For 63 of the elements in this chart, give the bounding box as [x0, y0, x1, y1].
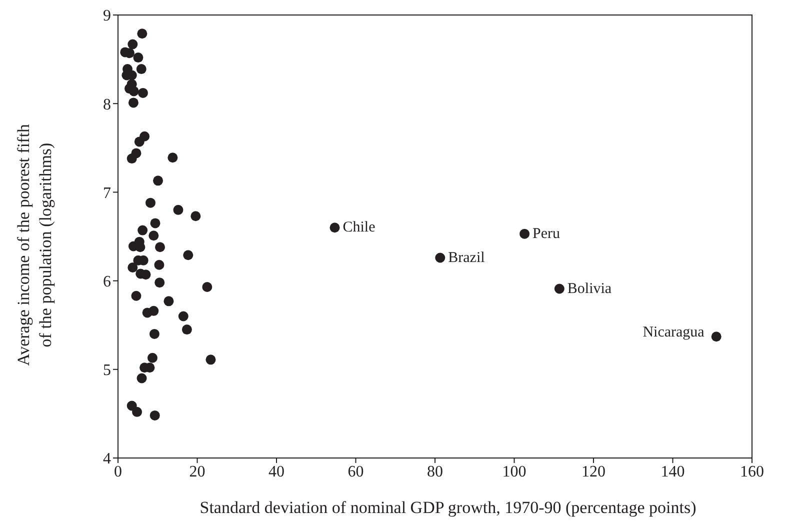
point — [154, 278, 165, 288]
point — [137, 28, 148, 39]
point — [178, 311, 188, 322]
point — [173, 204, 184, 215]
point — [138, 88, 148, 98]
point — [155, 242, 166, 252]
annotation: Peru — [532, 226, 561, 242]
point — [148, 230, 159, 241]
point — [202, 282, 212, 292]
point — [148, 306, 159, 316]
point — [150, 218, 160, 228]
point — [711, 332, 722, 342]
point — [135, 242, 146, 252]
point — [132, 406, 142, 417]
point — [150, 410, 160, 420]
y-tick-label: 8 — [103, 96, 111, 114]
y-axis-title: Average income of the poorest fifth of the population (logarithms) — [13, 124, 56, 366]
point — [131, 290, 142, 301]
x-tick-label: 120 — [582, 463, 606, 480]
x-tick-label: 0 — [114, 463, 122, 480]
annotation: Nicaragua — [642, 324, 705, 341]
point — [133, 52, 144, 63]
point — [554, 284, 564, 294]
annotation: Brazil — [448, 250, 485, 266]
point — [138, 225, 148, 236]
x-tick-label: 80 — [427, 463, 443, 480]
point — [128, 262, 138, 273]
x-tick-label: 140 — [660, 463, 685, 480]
point — [128, 86, 139, 96]
y-tick-label: 9 — [103, 8, 111, 25]
x-tick-label: 40 — [268, 463, 284, 480]
y-tick-label: 5 — [103, 362, 111, 380]
x-tick-label: 100 — [502, 463, 526, 480]
point — [128, 98, 138, 108]
point — [128, 39, 138, 50]
x-axis-title: Standard deviation of nominal GDP growth, 1970-90 (percentage points) — [198, 498, 698, 518]
point — [168, 152, 178, 163]
x-tick-label: 160 — [740, 463, 764, 480]
point — [145, 198, 156, 208]
point — [182, 324, 192, 335]
point — [435, 252, 446, 263]
point — [153, 176, 164, 186]
annotation: Bolivia — [567, 280, 612, 297]
y-tick-label: 4 — [103, 450, 111, 468]
point — [140, 270, 151, 280]
point — [183, 250, 194, 260]
annotation: Chile — [342, 220, 376, 236]
y-tick-label: 7 — [103, 184, 111, 202]
point — [206, 354, 216, 365]
point — [330, 222, 340, 233]
point — [136, 64, 146, 74]
point — [149, 328, 160, 339]
point — [190, 211, 201, 222]
point — [154, 260, 164, 270]
point — [520, 228, 530, 239]
x-tick-label: 20 — [189, 463, 206, 480]
x-tick-label: 60 — [348, 463, 364, 480]
point — [126, 154, 137, 164]
y-tick-label: 6 — [103, 273, 111, 290]
point — [147, 352, 158, 363]
point — [164, 296, 174, 306]
point — [134, 136, 144, 147]
point — [136, 373, 147, 384]
